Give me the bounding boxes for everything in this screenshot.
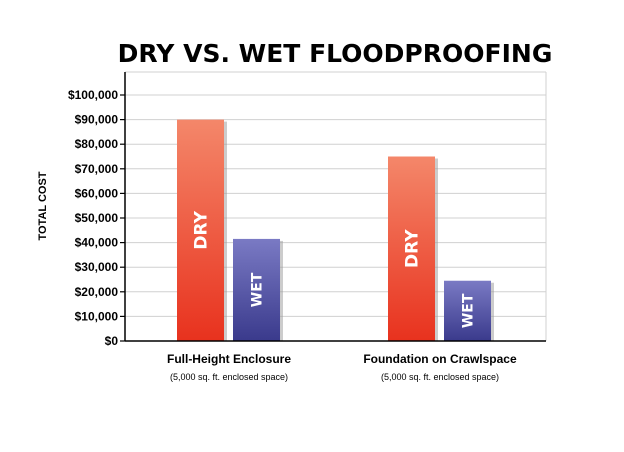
y-tick-labels: $0 $10,000 $20,000 $30,000 $40,000 $50,000 $60…: [68, 88, 125, 348]
bar-dry-1: [177, 119, 224, 341]
bars: DRY WET DRY WET: [177, 119, 494, 341]
y-tick-label: $20,000: [75, 285, 119, 299]
y-axis-label: TOTAL COST: [37, 171, 49, 240]
y-tick-label: $80,000: [75, 137, 119, 151]
axes: [124, 72, 546, 342]
y-tick-label: $10,000: [75, 309, 119, 323]
y-tick-label: $90,000: [75, 113, 119, 127]
bar-wet-1: [233, 238, 280, 341]
category-note-1: (5,000 sq. ft. enclosed space): [170, 372, 288, 382]
y-tick-label: $30,000: [75, 260, 119, 274]
bar-wet-2: [444, 280, 491, 341]
bar-label-dry: DRY: [192, 210, 212, 249]
category-label-1: Full-Height Enclosure: [167, 352, 291, 366]
bar-label-dry: DRY: [403, 229, 423, 268]
y-tick-label: $40,000: [75, 236, 119, 250]
bar-label-wet: WET: [250, 272, 266, 307]
category-note-2: (5,000 sq. ft. enclosed space): [381, 372, 499, 382]
y-tick-label: $70,000: [75, 162, 119, 176]
bar-dry-2: [388, 156, 435, 341]
category-label-2: Foundation on Crawlspace: [363, 352, 517, 366]
bar-label-wet: WET: [461, 293, 477, 328]
y-tick-label: $60,000: [75, 186, 119, 200]
y-tick-label: $50,000: [75, 211, 119, 225]
chart-title: DRY VS. WET FLOODPROOFING: [118, 39, 553, 68]
y-tick-label: $0: [105, 334, 119, 348]
y-tick-label: $100,000: [68, 88, 118, 102]
